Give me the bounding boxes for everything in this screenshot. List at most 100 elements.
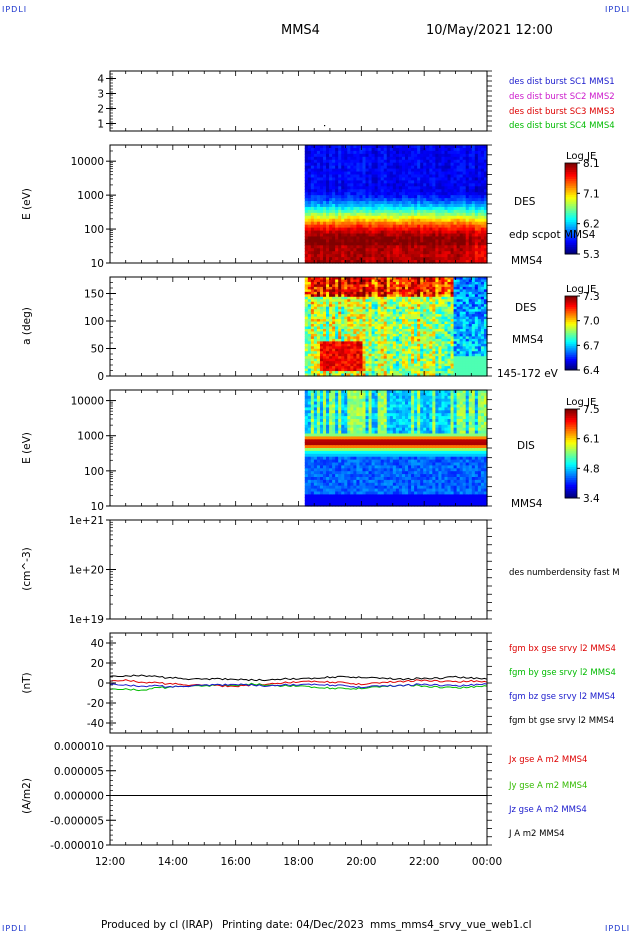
- heatmap-cell: [477, 221, 482, 226]
- heatmap-cell: [329, 201, 333, 205]
- heatmap-cell: [444, 239, 449, 243]
- heatmap-cell: [398, 212, 403, 217]
- heatmap-cell: [468, 206, 473, 211]
- heatmap-cell: [417, 236, 421, 240]
- heatmap-cell: [435, 353, 440, 357]
- heatmap-cell: [362, 162, 367, 167]
- heatmap-cell: [483, 233, 488, 238]
- heatmap-cell: [310, 195, 315, 199]
- heatmap-cell: [468, 343, 473, 347]
- heatmap-cell: [386, 147, 391, 152]
- heatmap-cell: [371, 294, 376, 298]
- heatmap-cell: [332, 212, 336, 217]
- heatmap-cell: [462, 171, 467, 176]
- heatmap-cell: [471, 286, 476, 290]
- heatmap-cell: [316, 153, 321, 158]
- heatmap-cell: [441, 171, 446, 176]
- heatmap-cell: [462, 277, 467, 281]
- heatmap-cell: [310, 186, 315, 190]
- heatmap-cell: [462, 206, 467, 211]
- heatmap-cell: [347, 186, 351, 190]
- heatmap-cell: [359, 248, 364, 252]
- heatmap-cell: [389, 236, 394, 240]
- heatmap-cell: [313, 206, 318, 211]
- heatmap-cell: [392, 328, 397, 333]
- heatmap-cell: [411, 294, 415, 298]
- heatmap-cell: [426, 236, 430, 240]
- heatmap-cell: [313, 221, 318, 226]
- heatmap-cell: [477, 281, 482, 286]
- heatmap-cell: [474, 346, 479, 350]
- heatmap-cell: [362, 284, 367, 288]
- heatmap-cell: [356, 174, 361, 179]
- heatmap-cell: [471, 314, 476, 318]
- y-tick-label: 100: [84, 224, 104, 236]
- heatmap-cell: [347, 174, 351, 179]
- heatmap-cell: [450, 206, 455, 211]
- heatmap-cell: [386, 356, 391, 360]
- heatmap-cell: [374, 336, 379, 340]
- heatmap-cell: [474, 248, 479, 252]
- heatmap-cell: [304, 351, 309, 355]
- heatmap-cell: [356, 304, 361, 308]
- heatmap-cell: [323, 198, 327, 202]
- heatmap-cell: [474, 230, 479, 235]
- heatmap-cell: [368, 356, 373, 360]
- heatmap-cell: [401, 368, 406, 372]
- heatmap-cell: [332, 221, 336, 226]
- heatmap-cell: [398, 366, 403, 370]
- heatmap-cell: [411, 306, 415, 310]
- heatmap-cell: [417, 224, 421, 229]
- heatmap-cell: [332, 299, 336, 303]
- heatmap-cell: [329, 215, 333, 220]
- heatmap-cell: [392, 260, 397, 264]
- heatmap-cell: [392, 304, 397, 308]
- heatmap-cell: [362, 343, 367, 347]
- heatmap-cell: [362, 291, 367, 295]
- heatmap-cell: [362, 257, 367, 261]
- heatmap-cell: [417, 230, 421, 235]
- heatmap-cell: [429, 206, 433, 211]
- heatmap-cell: [468, 363, 473, 367]
- heatmap-cell: [392, 301, 397, 305]
- heatmap-cell: [332, 338, 336, 342]
- heatmap-cell: [344, 353, 348, 357]
- heatmap-cell: [392, 239, 397, 243]
- heatmap-cell: [459, 351, 464, 355]
- heatmap-cell: [444, 248, 449, 252]
- heatmap-cell: [356, 198, 361, 202]
- heatmap-cell: [474, 198, 479, 202]
- heatmap-cell: [350, 209, 354, 214]
- heatmap-cell: [353, 145, 358, 149]
- heatmap-cell: [332, 351, 336, 355]
- heatmap-cell: [332, 254, 336, 258]
- heatmap-cell: [313, 168, 318, 173]
- heatmap-cell: [474, 260, 479, 264]
- heatmap-cell: [365, 306, 370, 310]
- heatmap-cell: [377, 180, 382, 184]
- heatmap-cell: [307, 224, 312, 229]
- heatmap-cell: [380, 368, 385, 372]
- heatmap-cell: [389, 316, 394, 320]
- heatmap-cell: [353, 311, 358, 315]
- heatmap-cell: [468, 336, 473, 340]
- heatmap-cell: [456, 328, 461, 333]
- heatmap-cell: [417, 153, 421, 158]
- heatmap-cell: [417, 168, 421, 173]
- heatmap-cell: [344, 165, 348, 170]
- heatmap-cell: [350, 150, 354, 155]
- heatmap-cell: [310, 204, 315, 208]
- heatmap-cell: [459, 201, 464, 205]
- heatmap-cell: [383, 189, 388, 193]
- heatmap-cell: [477, 192, 482, 196]
- heatmap-cell: [313, 183, 318, 187]
- heatmap-cell: [371, 186, 376, 190]
- heatmap-cell: [414, 343, 418, 347]
- heatmap-cell: [316, 159, 321, 164]
- heatmap-cell: [405, 353, 409, 357]
- heatmap-cell: [344, 277, 348, 281]
- heatmap-cell: [329, 343, 333, 347]
- heatmap-cell: [447, 304, 452, 308]
- heatmap-cell: [329, 338, 333, 342]
- heatmap-cell: [359, 156, 364, 161]
